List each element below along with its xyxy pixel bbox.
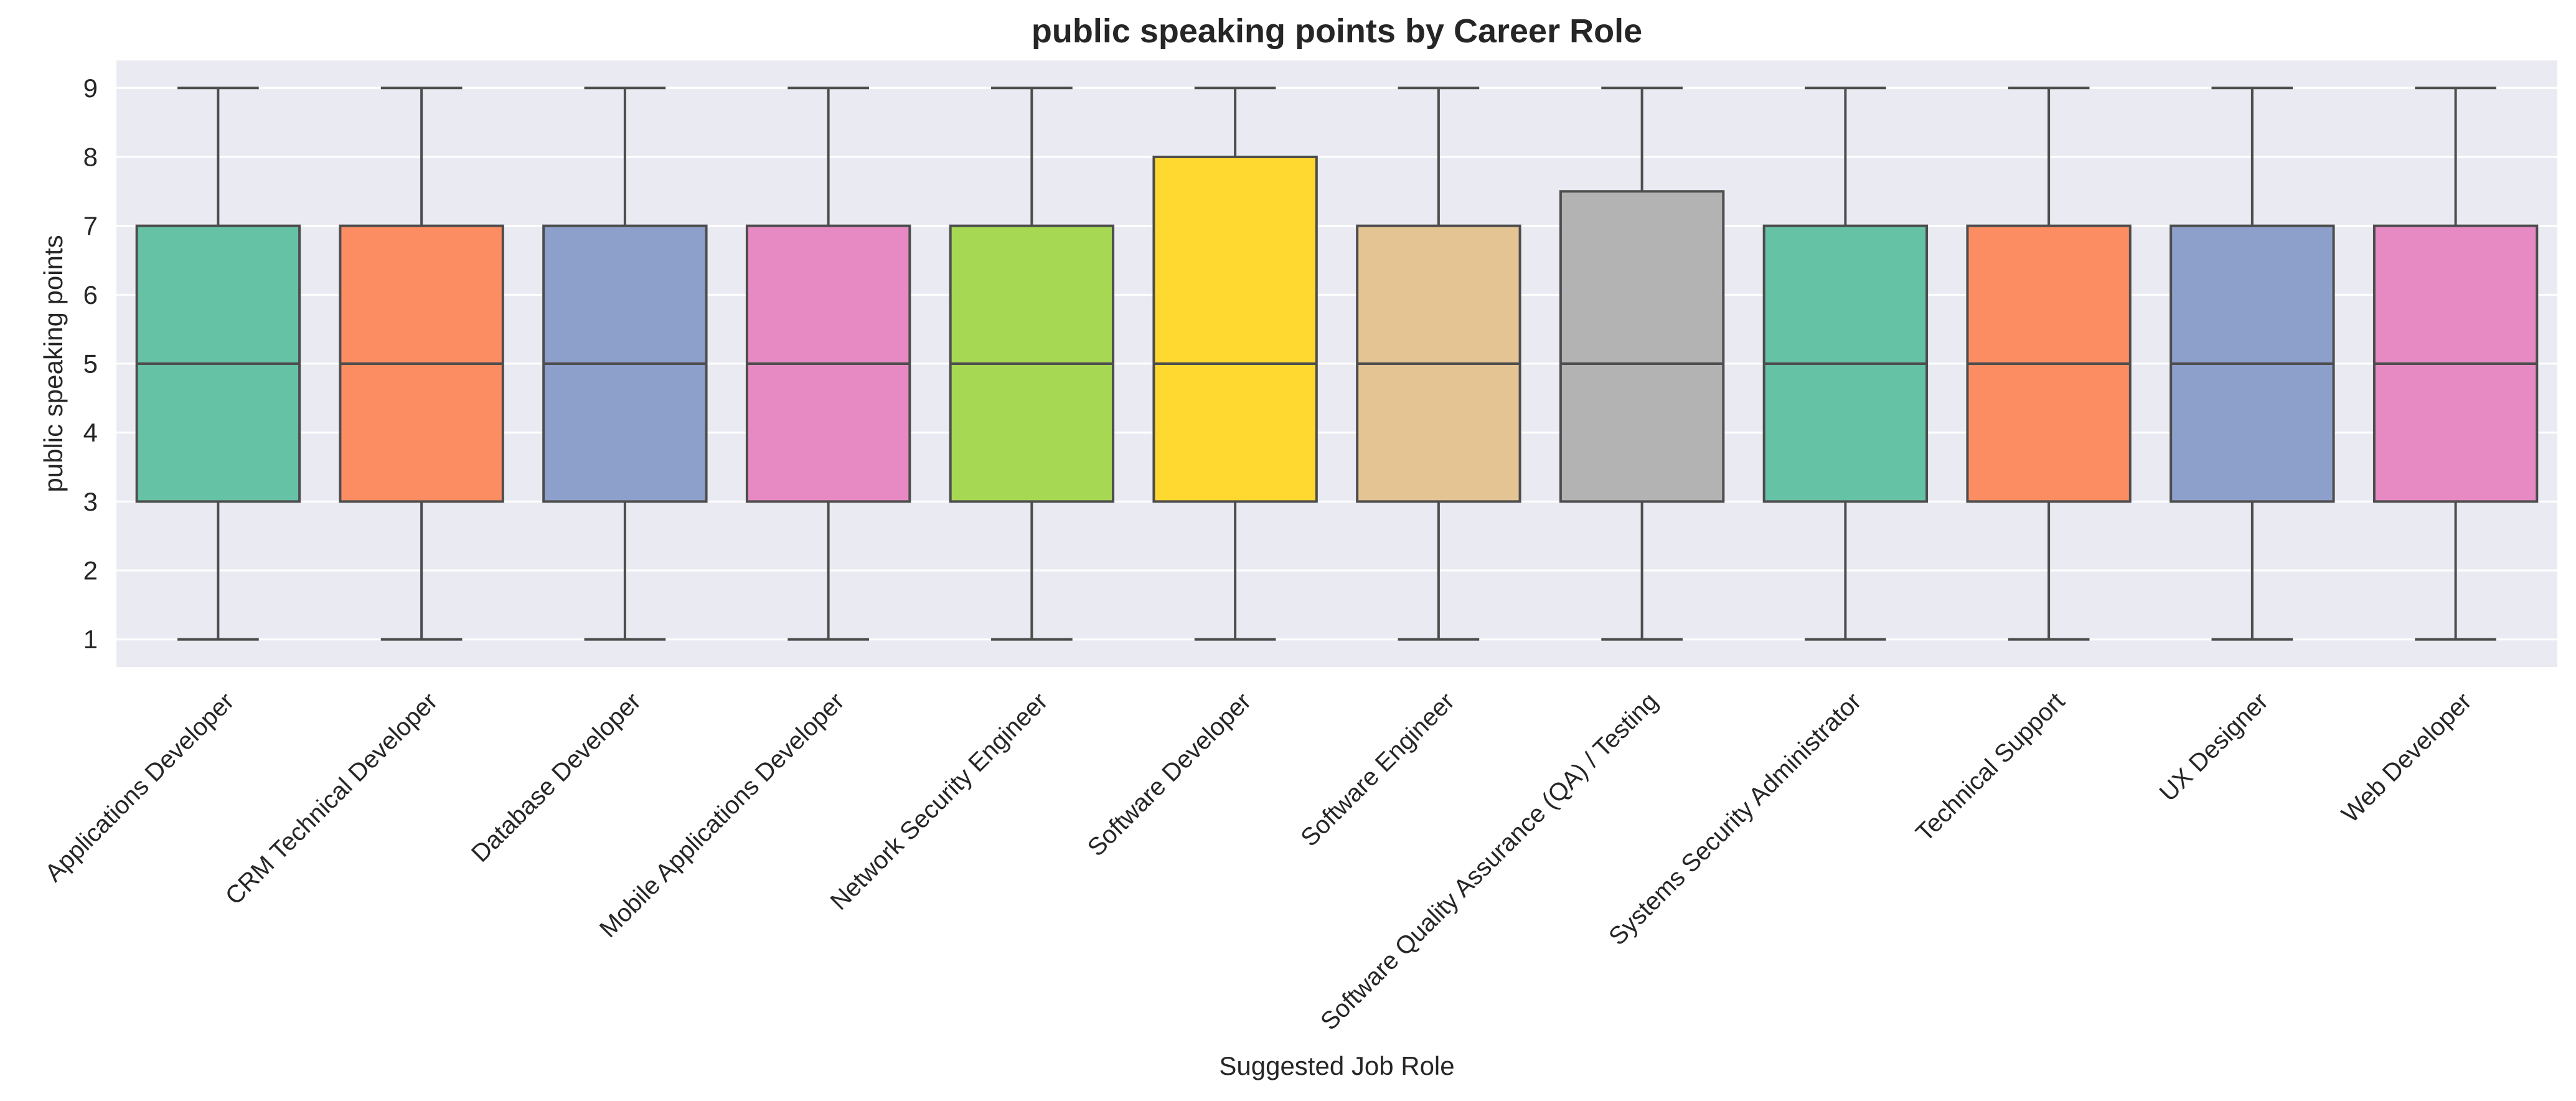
y-tick-label: 4 [83,418,98,447]
y-tick-label: 6 [83,280,98,310]
box-group [542,87,708,641]
box-group [745,87,911,641]
y-tick-label: 5 [83,349,98,379]
chart-title: public speaking points by Career Role [1032,12,1642,50]
box-group [135,87,301,641]
boxes [135,87,2539,641]
box-group [1762,87,1929,641]
x-axis-label: Suggested Job Role [1219,1051,1454,1080]
y-tick-label: 3 [83,487,98,516]
box-group [2372,87,2539,641]
box-group [1559,87,1725,641]
y-tick-label: 1 [83,625,98,654]
box-group [339,87,504,641]
y-tick-label: 2 [83,556,98,585]
y-tick-label: 8 [83,142,98,171]
box-group [2169,87,2335,641]
box-body [1559,190,1725,503]
y-tick-label: 9 [83,73,98,103]
y-axis-label: public speaking points [39,235,68,492]
box-group [1966,87,2132,641]
y-tick-label: 7 [83,211,98,240]
box-group [949,87,1115,641]
box-body [1152,155,1318,503]
box-group [1356,87,1521,641]
y-tick-labels: 1 2 3 4 5 6 7 8 9 [83,73,98,654]
gridlines [116,87,2557,641]
box-group [1152,87,1318,641]
